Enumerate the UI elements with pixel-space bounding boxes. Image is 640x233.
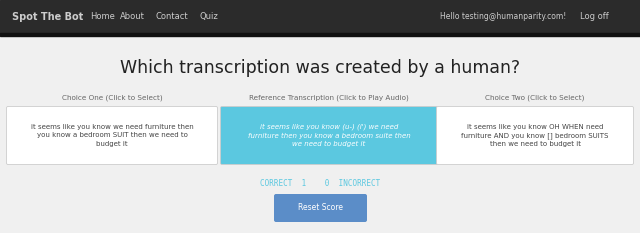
Text: Contact: Contact: [155, 12, 188, 21]
Text: Choice One (Click to Select): Choice One (Click to Select): [61, 95, 163, 101]
Text: it seems like you know we need furniture then
you know a bedroom SUIT then we ne: it seems like you know we need furniture…: [31, 124, 193, 147]
Text: Hello testing@humanparity.com!: Hello testing@humanparity.com!: [440, 12, 566, 21]
Text: Which transcription was created by a human?: Which transcription was created by a hum…: [120, 59, 520, 77]
Bar: [0, 36, 640, 233]
Text: Log off: Log off: [580, 12, 609, 21]
Text: it seems like you know OH WHEN need
furniture AND you know [] bedroom SUITS
then: it seems like you know OH WHEN need furn…: [461, 124, 609, 147]
FancyBboxPatch shape: [274, 194, 367, 222]
FancyBboxPatch shape: [6, 106, 218, 164]
FancyBboxPatch shape: [436, 106, 634, 164]
Text: Quiz: Quiz: [200, 12, 219, 21]
Text: About: About: [120, 12, 145, 21]
Text: Reference Transcription (Click to Play Audio): Reference Transcription (Click to Play A…: [249, 95, 409, 101]
FancyBboxPatch shape: [221, 106, 438, 164]
Bar: [0, 33, 640, 36]
Text: Spot The Bot: Spot The Bot: [12, 11, 83, 21]
Text: it seems like you know (u-) (i') we need
furniture then you know a bedroom suite: it seems like you know (u-) (i') we need…: [248, 123, 410, 147]
Text: Choice Two (Click to Select): Choice Two (Click to Select): [485, 95, 585, 101]
Text: Reset Score: Reset Score: [298, 203, 343, 212]
Text: Home: Home: [90, 12, 115, 21]
Text: CORRECT  1    0  INCORRECT: CORRECT 1 0 INCORRECT: [260, 178, 380, 188]
Bar: [0, 0, 640, 33]
